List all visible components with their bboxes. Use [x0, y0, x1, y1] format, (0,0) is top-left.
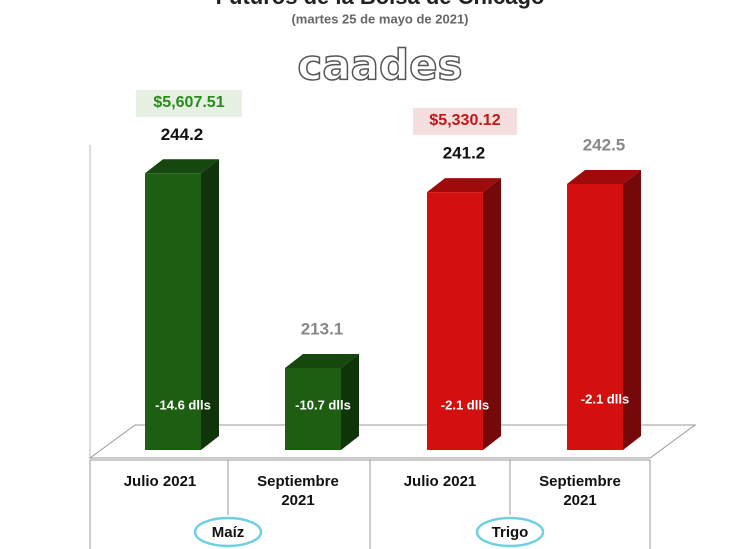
x-tick-label: Septiembre 2021: [539, 473, 621, 509]
group-label: Trigo: [492, 524, 529, 541]
bar-side: [483, 178, 501, 450]
bar-front: [567, 183, 623, 450]
group-label: Maíz: [212, 524, 245, 541]
total-label: $5,330.12: [429, 112, 500, 129]
bar-front: [285, 367, 341, 450]
x-tick-label: Julio 2021: [123, 473, 197, 490]
group-oval: [475, 516, 545, 548]
bar-front: [427, 192, 483, 450]
x-tick-label: Julio 2021: [403, 473, 477, 490]
bar: [145, 159, 219, 451]
bar: [567, 169, 641, 450]
bar-top: [427, 178, 501, 193]
total-box: [136, 90, 242, 117]
change-label: -10.7 dlls: [295, 397, 351, 412]
bar-top: [145, 159, 219, 174]
value-label: 242.5: [583, 135, 626, 154]
floor: [88, 424, 697, 459]
x-tick-label: Septiembre 2021: [257, 473, 339, 509]
total-box: [413, 108, 517, 135]
chart-title: Futuros de la Bolsa de Chicago: [216, 0, 545, 9]
value-label: 213.1: [301, 319, 344, 338]
bar-side: [341, 353, 359, 450]
total-label: $5,607.51: [153, 94, 224, 111]
group-oval: [193, 516, 263, 548]
value-label: 241.2: [443, 144, 486, 163]
watermark: caades: [297, 41, 462, 90]
bar: [285, 353, 359, 450]
bar-front: [145, 173, 201, 451]
bar-top: [285, 353, 359, 368]
change-label: -2.1 dlls: [581, 391, 629, 406]
bar-side: [201, 159, 219, 451]
bar-side: [623, 169, 641, 450]
bar-top: [567, 169, 641, 184]
bar: [427, 178, 501, 450]
chart-subtitle: (martes 25 de mayo de 2021): [291, 11, 468, 26]
value-label: 244.2: [161, 125, 204, 144]
change-label: -14.6 dlls: [155, 397, 211, 412]
change-label: -2.1 dlls: [441, 397, 489, 412]
